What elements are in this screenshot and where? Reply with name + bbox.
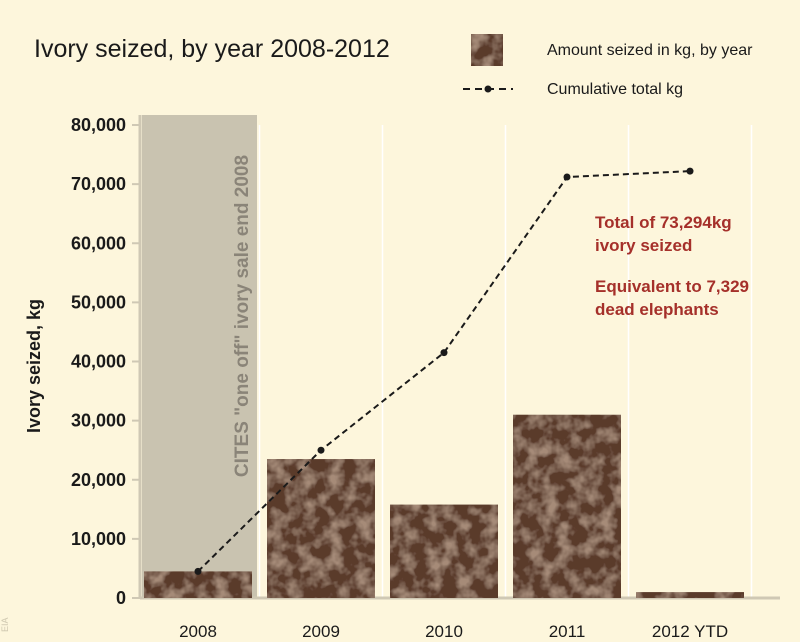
annotation-total: Total of 73,294kg ivory seized (595, 213, 736, 255)
bar-2011 (513, 414, 621, 598)
x-tick-label: 2008 (179, 622, 217, 641)
x-tick-label: 2011 (549, 622, 586, 641)
cumulative-line (197, 170, 691, 573)
legend-line-label: Cumulative total kg (547, 81, 683, 98)
shaded-region (142, 115, 257, 598)
chart-title: Ivory seized, by year 2008-2012 (34, 35, 390, 63)
legend-line-marker (484, 85, 492, 93)
plot-area: 0 10,000 20,000 30,000 40,000 50,000 60,000 70,… (71, 115, 780, 641)
y-tick-label: 30,000 (71, 411, 126, 431)
annotation-elephants: Equivalent to 7,329 dead elephants (595, 277, 754, 319)
cumulative-point (440, 349, 448, 357)
y-tick-label: 50,000 (71, 292, 126, 312)
y-tick-label: 80,000 (71, 115, 126, 135)
bar-2009 (267, 459, 375, 598)
y-tick-label: 20,000 (71, 470, 126, 490)
bar-2012-ytd (636, 592, 744, 598)
x-tick-label: 2010 (425, 622, 463, 641)
cumulative-point (686, 167, 694, 175)
legend-bar-label: Amount seized in kg, by year (547, 42, 753, 59)
cumulative-point (317, 446, 325, 454)
legend: Amount seized in kg, by year Cumulative … (463, 34, 753, 98)
y-tick-label: 40,000 (71, 352, 126, 372)
y-axis-label: Ivory seized, kg (24, 299, 44, 433)
y-tick-label: 60,000 (71, 233, 126, 253)
source-credit: EIA (0, 617, 10, 632)
x-tick-label: 2012 YTD (652, 622, 728, 641)
bar-2010 (390, 504, 498, 598)
shaded-region-label: CITES "one off" ivory sale end 2008 (232, 155, 253, 477)
y-tick-label: 0 (116, 588, 126, 608)
y-tick-label: 10,000 (71, 529, 126, 549)
legend-bar-swatch (471, 34, 503, 66)
cumulative-point (194, 567, 202, 575)
y-tick-label: 70,000 (71, 174, 126, 194)
bar-2008 (144, 571, 252, 598)
x-tick-label: 2009 (302, 622, 340, 641)
cumulative-point (563, 173, 571, 181)
